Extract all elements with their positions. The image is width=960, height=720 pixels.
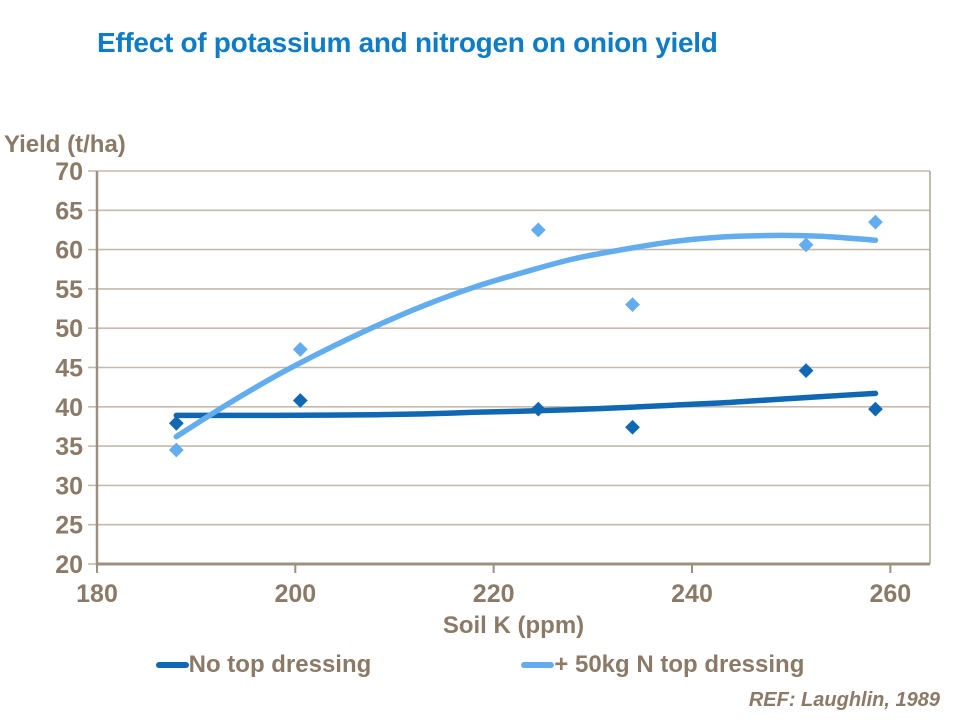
data-point-diamond-series-0	[292, 393, 308, 408]
y-tick-label-50: 50	[55, 315, 83, 343]
y-axis-title: Yield (t/ha)	[4, 131, 126, 158]
data-point-diamond-series-0	[625, 419, 640, 435]
data-point-diamond-series-0	[530, 401, 546, 417]
chart-title: Effect of potassium and nitrogen on onio…	[97, 27, 718, 58]
data-point-diamond-series-1	[168, 442, 184, 458]
data-point-diamond-series-1	[530, 222, 546, 238]
data-point-diamond-series-1	[625, 297, 640, 313]
y-tick-label-55: 55	[55, 276, 83, 304]
x-tick-label-240: 240	[671, 580, 713, 608]
y-tick-label-30: 30	[55, 472, 83, 500]
data-point-diamond-series-1	[868, 214, 883, 230]
trend-line-series-0	[173, 390, 879, 419]
data-point-diamond-series-0	[168, 415, 184, 431]
legend-line-swatch-light	[521, 662, 555, 668]
y-tick-label-70: 70	[55, 158, 83, 186]
legend-label-no-top-dressing: No top dressing	[188, 651, 372, 678]
trend-line-series-1	[173, 232, 879, 440]
data-point-diamond-series-0	[798, 363, 814, 379]
x-tick-label-200: 200	[274, 580, 316, 608]
legend-label-50kg-n-top-dressing: + 50kg N top dressing	[554, 651, 805, 678]
chart-legend: No top dressing + 50kg N top dressing	[0, 651, 960, 679]
y-tick-label-65: 65	[55, 197, 83, 225]
x-tick-label-220: 220	[473, 580, 515, 608]
x-axis-title: Soil K (ppm)	[442, 612, 585, 639]
y-tick-label-60: 60	[55, 237, 83, 265]
reference-citation: REF: Laughlin, 1989	[748, 689, 940, 711]
legend-line-swatch-dark	[155, 662, 189, 668]
y-tick-label-35: 35	[55, 433, 83, 461]
legend-item-50kg-n-top-dressing: + 50kg N top dressing	[521, 651, 804, 679]
y-tick-label-40: 40	[55, 394, 83, 422]
y-tick-label-45: 45	[55, 355, 83, 383]
x-tick-label-180: 180	[76, 580, 118, 608]
y-tick-label-20: 20	[55, 551, 83, 579]
data-point-diamond-series-1	[292, 342, 308, 357]
data-point-diamond-series-1	[798, 237, 814, 253]
data-point-diamond-series-0	[868, 401, 883, 417]
y-tick-label-25: 25	[55, 512, 83, 540]
x-tick-label-260: 260	[869, 580, 911, 608]
legend-item-no-top-dressing: No top dressing	[155, 651, 372, 679]
